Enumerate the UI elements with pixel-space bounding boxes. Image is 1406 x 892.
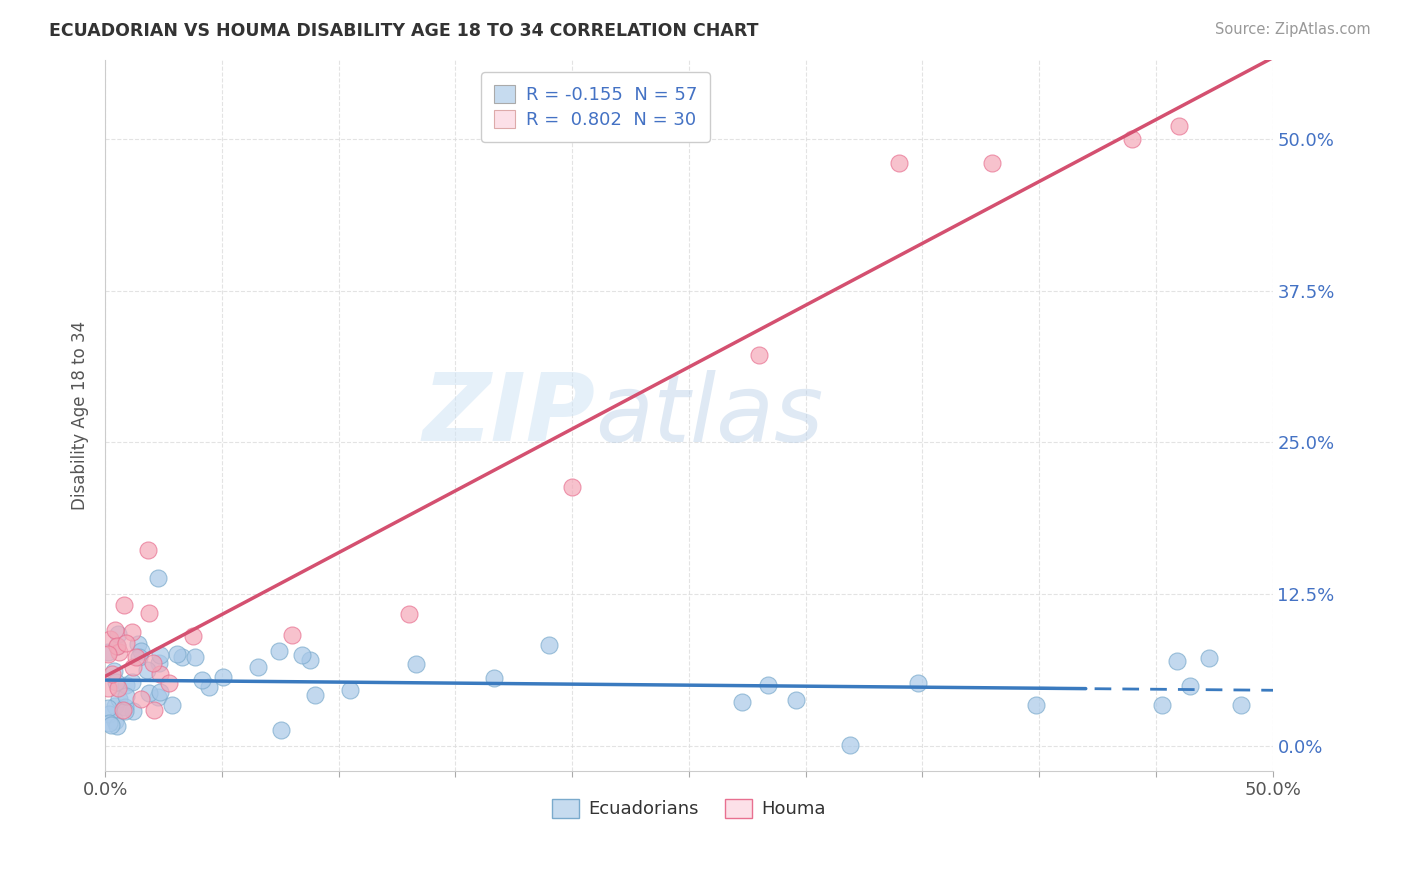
Point [100, 718, 122, 732]
Point [96, 648, 118, 662]
Point [149, 685, 172, 699]
Point [136, 542, 159, 557]
Point [561, 480, 583, 494]
Point [107, 627, 129, 641]
Text: ZIP: ZIP [423, 369, 596, 461]
Point [157, 676, 180, 690]
Point [291, 648, 314, 662]
Point [1198, 651, 1220, 665]
Point [98, 715, 121, 730]
Point [756, 677, 779, 691]
Point [138, 686, 160, 700]
Point [121, 675, 143, 690]
Point [115, 689, 138, 703]
Point [270, 723, 292, 738]
Point [97, 706, 120, 721]
Point [398, 607, 420, 622]
Point [129, 692, 152, 706]
Point [127, 637, 149, 651]
Point [146, 571, 169, 585]
Point [785, 692, 807, 706]
Point [104, 623, 127, 637]
Point [148, 690, 170, 704]
Point [125, 649, 148, 664]
Legend: Ecuadorians, Houma: Ecuadorians, Houma [544, 792, 834, 826]
Point [148, 667, 170, 681]
Point [105, 718, 128, 732]
Point [114, 705, 136, 719]
Point [1166, 654, 1188, 668]
Point [121, 704, 143, 718]
Point [105, 640, 128, 654]
Point [170, 650, 193, 665]
Point [100, 632, 122, 646]
Point [1168, 120, 1191, 134]
Point [1025, 698, 1047, 713]
Point [136, 663, 159, 677]
Point [129, 643, 152, 657]
Point [121, 624, 143, 639]
Point [108, 645, 131, 659]
Point [121, 660, 143, 674]
Text: ECUADORIAN VS HOUMA DISABILITY AGE 18 TO 34 CORRELATION CHART: ECUADORIAN VS HOUMA DISABILITY AGE 18 TO… [49, 22, 759, 40]
Point [184, 649, 207, 664]
Y-axis label: Disability Age 18 to 34: Disability Age 18 to 34 [72, 320, 89, 509]
Point [149, 648, 172, 662]
Point [112, 703, 135, 717]
Point [482, 671, 505, 685]
Text: Source: ZipAtlas.com: Source: ZipAtlas.com [1215, 22, 1371, 37]
Point [731, 695, 754, 709]
Point [839, 738, 862, 752]
Point [405, 657, 427, 671]
Text: atlas: atlas [596, 369, 824, 460]
Point [538, 638, 561, 652]
Point [115, 678, 138, 692]
Point [97, 681, 120, 695]
Point [298, 653, 321, 667]
Point [114, 598, 136, 612]
Point [211, 670, 233, 684]
Point [148, 656, 170, 670]
Point [281, 628, 304, 642]
Point [190, 673, 212, 688]
Point [138, 606, 160, 620]
Point [1180, 679, 1202, 693]
Point [907, 675, 929, 690]
Point [128, 650, 150, 665]
Point [339, 682, 361, 697]
Point [104, 699, 127, 714]
Point [1229, 698, 1251, 712]
Point [267, 643, 290, 657]
Point [101, 667, 124, 681]
Point [97, 700, 120, 714]
Point [981, 156, 1004, 170]
Point [1150, 698, 1173, 712]
Point [108, 691, 131, 706]
Point [887, 156, 910, 170]
Point [181, 629, 204, 643]
Point [104, 714, 127, 728]
Point [304, 688, 326, 702]
Point [166, 647, 188, 661]
Point [105, 674, 128, 689]
Point [143, 703, 166, 717]
Point [103, 664, 125, 678]
Point [748, 348, 770, 362]
Point [198, 681, 221, 695]
Point [162, 698, 184, 712]
Point [114, 700, 136, 714]
Point [1121, 131, 1143, 145]
Point [115, 636, 138, 650]
Point [247, 659, 270, 673]
Point [96, 645, 118, 659]
Point [107, 681, 129, 696]
Point [105, 639, 128, 653]
Point [142, 657, 165, 671]
